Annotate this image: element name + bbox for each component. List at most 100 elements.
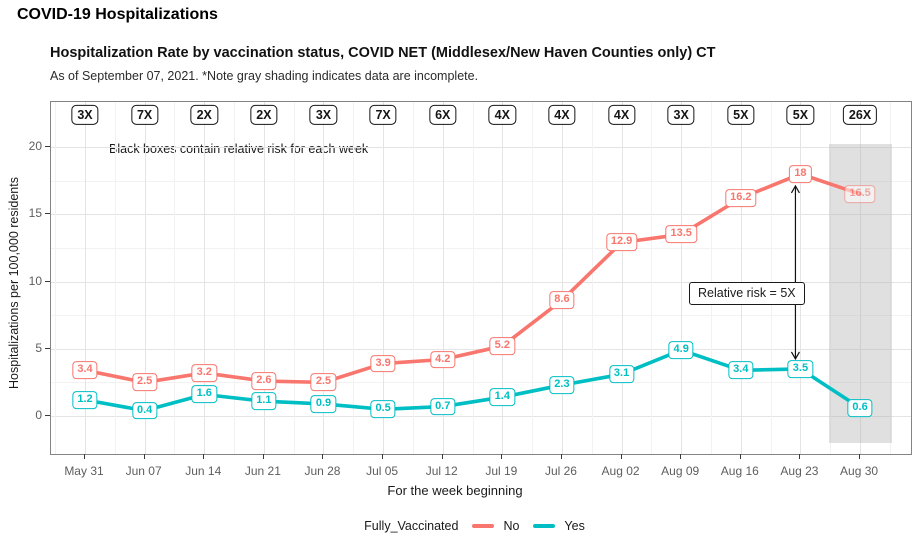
x-axis-tick [262, 454, 264, 459]
gridline-v-minor [234, 102, 236, 454]
gridline-h-minor [51, 315, 911, 317]
legend-swatch-yes [533, 523, 556, 529]
point-label: 2.5 [310, 373, 337, 392]
risk-box: 3X [667, 104, 695, 125]
x-tick-label: Jun 07 [125, 464, 162, 478]
x-tick-label: Aug 30 [840, 464, 879, 478]
gridline-v-major [800, 102, 802, 454]
risk-box: 7X [130, 104, 159, 125]
gridline-v-minor [591, 102, 593, 454]
x-axis-tick [739, 454, 741, 459]
point-label: 5.2 [489, 337, 515, 355]
gridline-v-minor [353, 102, 355, 454]
y-tick-label: 20 [28, 139, 42, 153]
point-label: 1.4 [489, 388, 515, 407]
point-label: 3.4 [72, 361, 98, 380]
point-label: 3.9 [370, 354, 396, 373]
y-axis-tick [45, 415, 50, 416]
gridline-h-minor [51, 180, 911, 182]
x-tick-label: Jul 12 [425, 464, 458, 478]
x-axis-tick [322, 454, 324, 459]
x-axis-tick [859, 454, 861, 459]
risk-box: 3X [309, 104, 338, 125]
point-label: 0.6 [847, 399, 873, 417]
x-axis-tick [620, 454, 622, 459]
point-label: 2.5 [131, 373, 158, 392]
y-tick-label: 15 [28, 206, 42, 221]
risk-box: 4X [607, 104, 636, 125]
risk-box: 6X [429, 104, 457, 125]
x-axis-tick [84, 454, 85, 459]
gridline-v-major [561, 102, 563, 454]
x-tick-label: Jul 05 [366, 464, 399, 478]
x-axis-tick [441, 454, 443, 459]
x-axis-title: For the week beginning [387, 483, 523, 498]
x-tick-label: Aug 16 [720, 464, 759, 478]
gridline-v-minor [889, 102, 891, 454]
risk-box: 5X [727, 104, 755, 125]
risk-box: 26X [842, 104, 878, 125]
point-label: 3.4 [728, 361, 754, 380]
point-label: 3.2 [191, 364, 217, 382]
legend-items: No Yes [472, 519, 585, 533]
legend-label: Yes [564, 519, 585, 533]
x-tick-label: Jun 28 [304, 464, 341, 478]
risk-box: 4X [488, 104, 516, 125]
legend-swatch-no [472, 523, 495, 529]
gridline-v-major [621, 102, 623, 454]
page-title: COVID-19 Hospitalizations [17, 6, 218, 23]
x-tick-label: Jun 21 [244, 464, 281, 478]
gridline-v-minor [412, 102, 414, 454]
chart-subtitle: As of September 07, 2021. *Note gray sha… [50, 69, 479, 83]
x-tick-label: Aug 02 [601, 464, 640, 478]
point-label: 1.6 [191, 385, 217, 404]
point-label: 12.9 [605, 233, 638, 252]
risk-box: 2X [190, 104, 218, 125]
gridline-v-minor [55, 102, 57, 454]
x-axis-tick [560, 454, 562, 459]
x-axis-tick [143, 454, 145, 459]
risk-note: Black boxes contain relative risk for ea… [109, 142, 369, 156]
point-label: 0.7 [430, 397, 456, 416]
point-label: 3.5 [787, 360, 814, 378]
y-tick-label: 10 [28, 273, 42, 288]
gridline-h-minor [51, 382, 911, 384]
point-label: 4.9 [668, 341, 694, 359]
chart-title: Hospitalization Rate by vaccination stat… [50, 45, 716, 61]
legend-title: Fully_Vaccinated [364, 519, 459, 533]
legend-label: No [503, 519, 520, 533]
y-tick-label: 0 [35, 408, 42, 422]
point-label: 8.6 [549, 291, 575, 310]
y-tick-label: 5 [35, 340, 42, 355]
risk-box: 3X [71, 104, 99, 125]
x-axis-tick [799, 454, 801, 459]
point-label: 13.5 [665, 225, 697, 244]
legend-item-no: No [472, 519, 519, 533]
x-tick-label: Jul 26 [544, 464, 577, 478]
x-tick-label: Aug 23 [780, 464, 819, 478]
gridline-h-major [51, 348, 911, 350]
x-tick-label: Jul 19 [485, 464, 518, 478]
point-label: 0.5 [370, 400, 396, 419]
gridline-v-minor [770, 102, 772, 454]
x-axis-tick [382, 454, 384, 459]
risk-box: 4X [548, 104, 576, 125]
gridline-v-minor [293, 102, 295, 454]
legend-item-yes: Yes [533, 519, 585, 533]
point-label: 0.9 [310, 395, 337, 413]
point-label: 1.1 [251, 392, 277, 411]
risk-box: 5X [786, 104, 815, 125]
y-axis-tick [45, 347, 50, 349]
y-axis-tick [45, 213, 50, 215]
gridline-v-minor [114, 102, 116, 454]
point-label: 16.5 [844, 185, 876, 203]
plot-panel: Black boxes contain relative risk for ea… [50, 101, 912, 455]
gridline-h-minor [51, 247, 911, 249]
gridline-v-minor [174, 102, 176, 454]
point-label: 2.6 [251, 372, 277, 390]
point-label: 1.2 [72, 390, 98, 409]
gridline-h-major [51, 416, 911, 417]
x-axis-tick [680, 454, 682, 459]
x-axis-tick [203, 454, 205, 459]
gridline-h-major [51, 214, 911, 216]
